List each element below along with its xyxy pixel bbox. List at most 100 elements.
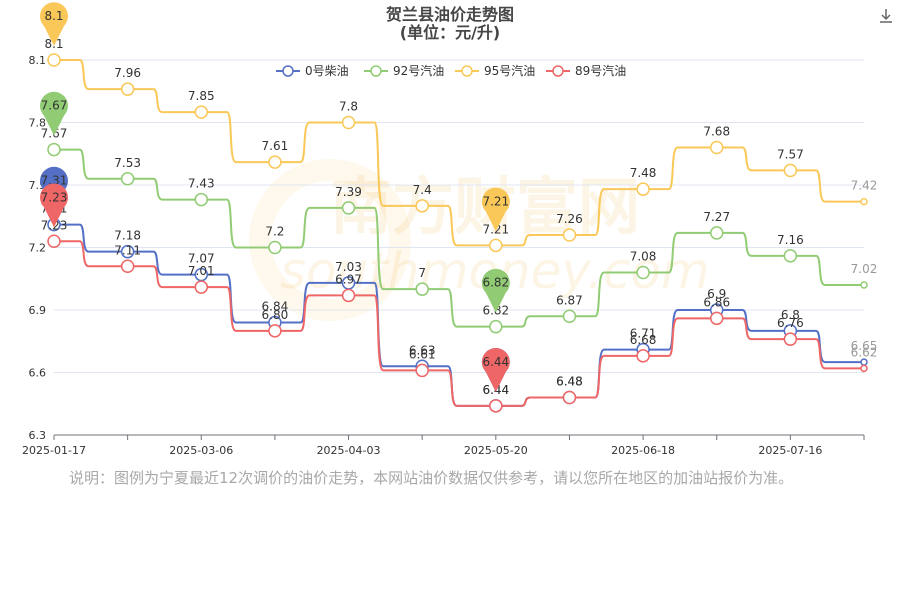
data-point[interactable] — [194, 105, 209, 119]
data-label: 6.97 — [335, 272, 362, 286]
x-tick-label: 2025-06-18 — [611, 444, 675, 457]
data-label: 7.42 — [851, 179, 878, 193]
marker-pin: 7.67 — [39, 91, 69, 136]
data-point[interactable] — [860, 358, 868, 366]
data-label: 7.4 — [413, 183, 432, 197]
x-tick-label: 2025-04-03 — [317, 444, 381, 457]
data-point[interactable] — [120, 172, 135, 186]
data-point[interactable] — [47, 142, 61, 157]
data-point[interactable] — [562, 390, 577, 405]
legend-item-1[interactable]: 92号汽油 — [364, 63, 444, 78]
marker-pin-label: 6.82 — [482, 276, 509, 290]
marker-pin-shape — [481, 187, 510, 232]
data-label: 7.39 — [335, 185, 362, 199]
marker-pin-label: 6.44 — [482, 355, 509, 369]
data-label: 6.65 — [851, 339, 878, 353]
legend-label: 95号汽油 — [484, 63, 535, 78]
chart-markers: 7.317.678.17.236.827.216.446.44 — [39, 2, 510, 392]
data-label: 6.84 — [262, 300, 289, 314]
data-point[interactable] — [268, 240, 282, 255]
data-point[interactable] — [120, 259, 135, 273]
chart-legend[interactable]: 0号柴油 92号汽油 95号汽油 89号汽油 — [276, 63, 626, 78]
chart-note: 说明：图例为宁夏最近12次调价的油价走势，本网站油价数据仅供参考，请以您所在地区… — [69, 469, 794, 487]
legend-item-2[interactable]: 95号汽油 — [455, 63, 535, 78]
marker-pin: 8.1 — [40, 2, 68, 46]
y-tick-label: 7.2 — [29, 242, 47, 255]
data-point[interactable] — [489, 399, 503, 413]
data-label: 7.53 — [114, 156, 141, 170]
data-label: 6.68 — [630, 333, 657, 347]
data-label: 6.61 — [409, 347, 436, 361]
data-point[interactable] — [415, 363, 429, 378]
data-point[interactable] — [709, 140, 724, 155]
data-point[interactable] — [268, 155, 282, 169]
data-label: 6.62 — [851, 345, 878, 359]
marker-pin-shape — [39, 91, 69, 136]
data-point[interactable] — [341, 115, 356, 130]
data-label: 7.85 — [188, 89, 215, 103]
y-tick-label: 7.8 — [29, 117, 47, 130]
legend-marker — [370, 65, 382, 77]
data-label: 6.63 — [409, 343, 436, 357]
data-point[interactable] — [709, 226, 724, 240]
data-point[interactable] — [636, 265, 650, 280]
data-point[interactable] — [120, 82, 135, 96]
data-label: 7.2 — [265, 225, 284, 239]
legend-marker — [552, 65, 564, 77]
data-label: 7.07 — [188, 252, 215, 266]
marker-pin-shape — [481, 348, 510, 392]
data-point[interactable] — [489, 238, 503, 253]
data-label: 7.61 — [262, 139, 289, 153]
data-label: 7.43 — [188, 177, 215, 191]
x-tick-label: 2025-01-17 — [22, 444, 86, 457]
data-point[interactable] — [194, 280, 209, 294]
chart-subtitle: (单位：元/升) — [400, 23, 500, 42]
data-point[interactable] — [783, 249, 798, 263]
data-point[interactable] — [341, 288, 356, 303]
data-point[interactable] — [860, 197, 868, 206]
data-point[interactable] — [47, 53, 61, 67]
data-point[interactable] — [47, 234, 61, 248]
data-point[interactable] — [860, 281, 868, 289]
data-point[interactable] — [415, 199, 429, 213]
marker-pin: 7.21 — [481, 187, 510, 232]
data-point[interactable] — [783, 163, 798, 178]
legend-item-0[interactable]: 0号柴油 — [276, 64, 349, 78]
download-button[interactable] — [876, 6, 896, 26]
marker-pin: 6.44 — [481, 348, 510, 392]
data-point[interactable] — [860, 364, 868, 373]
legend-item-3[interactable]: 89号汽油 — [546, 63, 626, 78]
data-label: 7.68 — [703, 125, 730, 139]
data-point[interactable] — [562, 228, 577, 242]
data-label: 6.87 — [556, 293, 583, 307]
legend-marker — [461, 65, 473, 77]
x-tick-label: 2025-03-06 — [169, 444, 233, 457]
data-point[interactable] — [636, 349, 650, 363]
data-point[interactable] — [562, 309, 577, 323]
data-point[interactable] — [268, 324, 282, 338]
marker-pin-label: 7.31 — [41, 174, 68, 188]
data-point[interactable] — [415, 282, 429, 296]
data-label: 7.11 — [114, 243, 141, 257]
marker-pin-shape — [40, 183, 69, 228]
x-tick-label: 2025-05-20 — [464, 444, 528, 457]
data-point[interactable] — [783, 332, 798, 346]
data-point[interactable] — [636, 182, 650, 196]
data-point[interactable] — [489, 319, 503, 334]
data-point[interactable] — [194, 192, 209, 207]
data-label: 7.03 — [335, 260, 362, 274]
data-label: 7.16 — [777, 233, 804, 247]
marker-pin-shape — [481, 268, 510, 313]
legend-marker — [282, 65, 294, 77]
marker-pin-label: 7.23 — [41, 190, 68, 204]
data-point[interactable] — [341, 201, 356, 215]
data-point[interactable] — [120, 244, 135, 259]
data-label: 7.27 — [703, 210, 730, 224]
data-label: 7.57 — [777, 147, 804, 161]
y-tick-label: 8.1 — [29, 54, 47, 67]
data-point[interactable] — [709, 311, 724, 326]
data-label: 7.48 — [630, 166, 657, 180]
download-icon — [880, 9, 892, 23]
